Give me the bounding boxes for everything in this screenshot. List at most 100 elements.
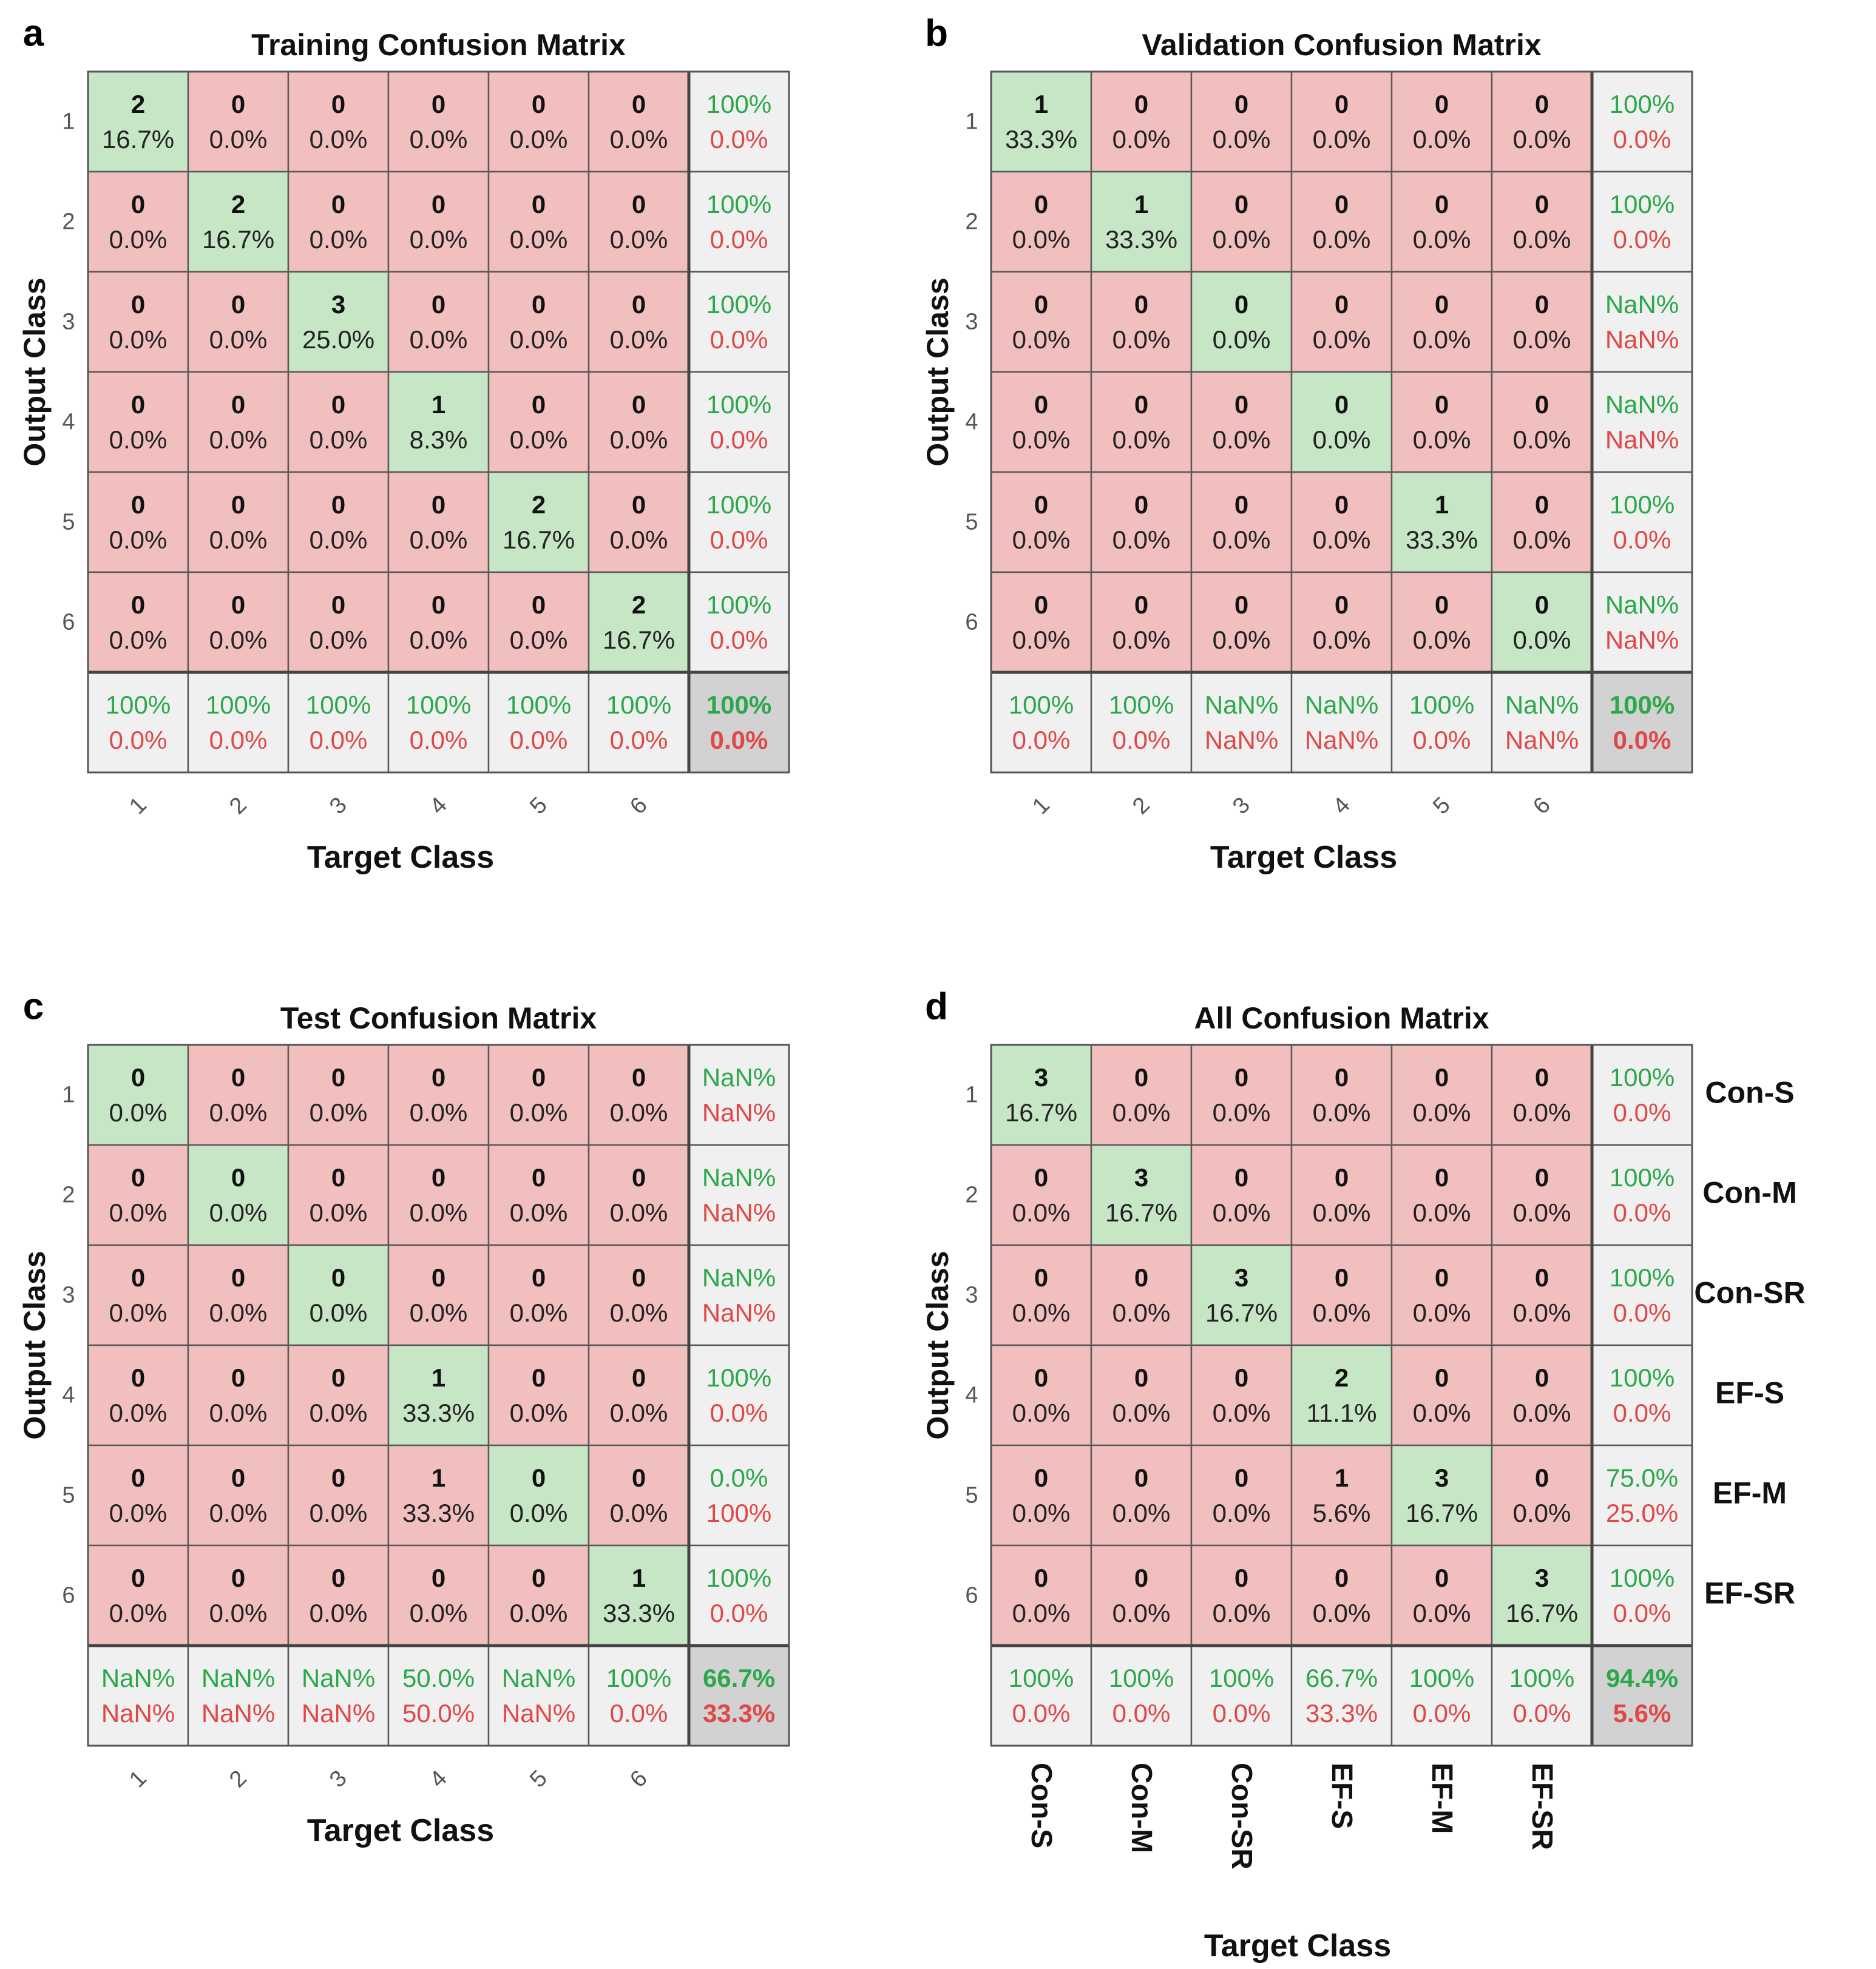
cell-value: 100% [406,691,471,719]
matrix-cell [990,1444,1092,1547]
matrix-cell [187,571,290,674]
cell-percent: NaN% [101,1699,175,1728]
cell-value: 0 [1134,290,1148,319]
cell-value: 100% [1109,1664,1174,1692]
cell-percent: 16.7% [1205,1299,1278,1327]
cell-value: 100% [1610,490,1675,519]
cell-percent: 5.6% [1313,1499,1371,1527]
cell-percent: 0.0% [1513,1399,1571,1427]
matrix-cell [287,571,390,674]
cell-percent: 0.0% [510,1198,568,1227]
cell-percent: 0.0% [109,225,168,254]
cell-value: 0 [1335,290,1349,319]
cell-percent: 0.0% [510,726,568,754]
cell-percent: 0.0% [310,1098,368,1127]
cell-percent: 100% [706,1499,771,1527]
row-tick-label: 1 [62,109,75,135]
column-class-label: Con-S [1025,1763,1057,1848]
cell-percent: 33.3% [1105,225,1177,254]
row-summary-cell [688,1344,790,1447]
cell-percent: 0.0% [209,425,268,454]
cell-percent: NaN% [702,1098,776,1127]
cell-value: 0 [1034,290,1048,319]
row-tick-label: 6 [965,1583,978,1609]
cell-value: 1 [1034,90,1048,118]
matrix-cell [1390,1244,1493,1346]
matrix-cell [1491,1044,1593,1146]
cell-percent: 0.0% [410,125,468,154]
column-summary-cell [588,671,690,774]
cell-percent: 0.0% [209,1098,268,1127]
cell-value: 0 [331,590,345,619]
cell-value: 0 [532,1363,546,1392]
matrix-cell [1491,70,1593,173]
cell-value: 3 [1435,1464,1449,1492]
cell-percent: 25.0% [302,325,374,354]
cell-percent: 16.7% [503,525,575,554]
cell-value: 100% [1209,1664,1274,1692]
row-tick-label: 6 [62,610,75,635]
cell-percent: 0.0% [109,1098,168,1127]
column-summary-cell [1090,1644,1193,1747]
cell-percent: 0.0% [209,626,268,654]
cell-value: 3 [1234,1263,1248,1292]
matrix-frame [990,70,1693,774]
cell-percent: 0.0% [1513,125,1571,154]
matrix-cell [87,371,189,473]
chart-title: Validation Confusion Matrix [1142,28,1542,62]
cell-value: 0 [331,1363,345,1392]
matrix-cell [1390,1044,1493,1146]
matrix-cell [287,371,390,473]
y-axis-label: Output Class [921,277,955,466]
cell-percent: 0.0% [1413,1098,1471,1127]
matrix-cell [387,171,490,273]
cell-value: 0 [532,290,546,319]
cell-value: 0 [231,490,245,519]
cell-percent: 0.0% [109,525,168,554]
cell-percent: 0.0% [1513,525,1571,554]
cell-percent: 0.0% [1012,1699,1071,1728]
column-summary-cell [1390,671,1493,774]
column-class-label: EF-SR [1526,1763,1558,1850]
cell-percent: 0.0% [310,1399,368,1427]
cell-percent: 0.0% [1012,1599,1071,1627]
matrix-cell [990,171,1092,273]
cell-value: 0 [532,1063,546,1092]
column-summary-cell [1290,671,1393,774]
matrix-cell [387,1244,490,1346]
cell-percent: 0.0% [510,325,568,354]
cell-percent: 0.0% [1313,125,1371,154]
matrix-cell [1090,571,1193,674]
matrix-cell [1290,1044,1393,1146]
cell-value: 3 [1535,1564,1549,1592]
cell-value: 0 [532,90,546,118]
cell-value: 0 [1435,90,1449,118]
matrix-cell [1090,471,1193,573]
cell-value: 0 [1435,290,1449,319]
matrix-cell [990,1344,1092,1447]
cell-value: 0 [1435,1363,1449,1392]
cell-percent: 0.0% [1112,1098,1171,1127]
matrix-cell [588,471,690,573]
cell-percent: 0.0% [1513,225,1571,254]
cell-percent: 0.0% [710,225,768,254]
panel-b: b Validation Confusion Matrix 1 33.3% 0 0.0% 0… [921,13,1693,875]
column-summary-cell [588,1644,690,1747]
row-tick-label: 1 [965,109,978,135]
matrix-cell [1390,1544,1493,1647]
column-class-label: Con-M [1125,1763,1157,1853]
matrix-cell [187,70,290,173]
matrix-cell [487,1144,590,1246]
matrix-cell [1190,1444,1293,1547]
cell-percent: 0.0% [310,1599,368,1627]
cell-percent: 0.0% [410,525,468,554]
x-axis-label: Target Class [1210,840,1397,875]
cell-value: 100% [706,290,771,319]
cell-value: 0 [1234,1063,1248,1092]
cell-percent: 33.3% [1005,125,1077,154]
cell-percent: 0.0% [410,225,468,254]
cell-value: 0.0% [710,1464,768,1492]
row-tick-label: 4 [965,1383,978,1408]
cell-percent: 0.0% [109,1299,168,1327]
cell-percent: 0.0% [1513,325,1571,354]
